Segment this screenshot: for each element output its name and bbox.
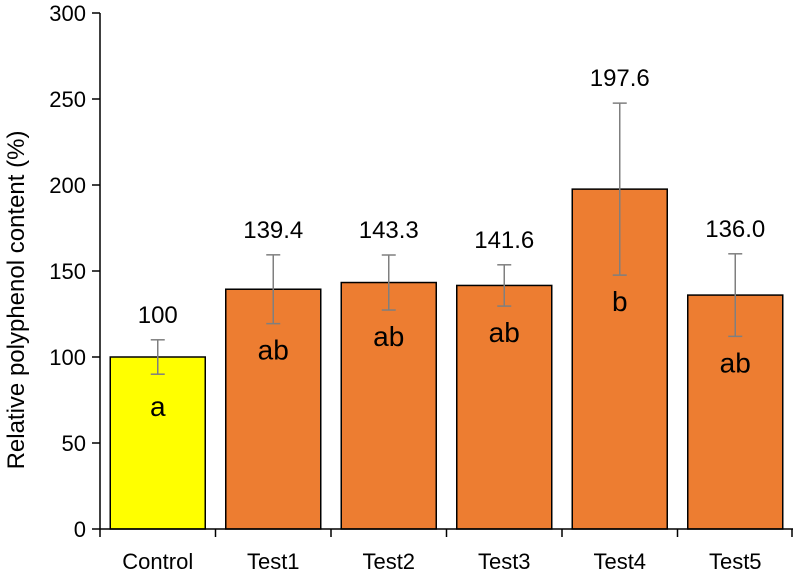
significance-letter: a (150, 391, 166, 422)
x-axis: Control Test1 Test2 Test3 Test4 Test5 (99, 528, 793, 574)
data-label: 136.0 (705, 216, 765, 243)
bar-test2 (340, 281, 437, 530)
y-tick-label: 50 (62, 431, 86, 456)
x-tick-label: Test3 (478, 549, 531, 574)
significance-letter: b (612, 286, 628, 317)
bar-test3 (456, 284, 553, 530)
y-tick-label: 100 (49, 345, 86, 370)
data-label: 197.6 (590, 65, 650, 92)
y-tick-label: 300 (49, 1, 86, 26)
significance-letter: ab (258, 335, 289, 366)
x-tick-label: Test2 (362, 549, 415, 574)
significance-letter: ab (373, 321, 404, 352)
x-tick-label: Test1 (247, 549, 300, 574)
data-label: 139.4 (243, 217, 303, 244)
y-tick-label: 250 (49, 87, 86, 112)
x-tick-label: Control (122, 549, 193, 574)
data-label: 100 (138, 302, 178, 329)
bars: 100 a 139.4 ab 143.3 ab 141.6 ab 197.6 b 136.0 ab (109, 65, 784, 530)
data-label: 141.6 (474, 227, 534, 254)
y-tick-label: 0 (74, 517, 86, 542)
y-axis: 0 50 100 150 200 250 300 (49, 1, 101, 542)
bar-control (109, 356, 206, 530)
x-tick-label: Test5 (709, 549, 762, 574)
y-tick-label: 200 (49, 173, 86, 198)
data-label: 143.3 (359, 217, 419, 244)
y-tick-label: 150 (49, 259, 86, 284)
y-axis-label: Relative polyphenol content (%) (3, 131, 30, 470)
significance-letter: ab (720, 347, 751, 378)
bar-test1 (225, 288, 322, 530)
x-tick-label: Test4 (593, 549, 646, 574)
significance-letter: ab (489, 317, 520, 348)
